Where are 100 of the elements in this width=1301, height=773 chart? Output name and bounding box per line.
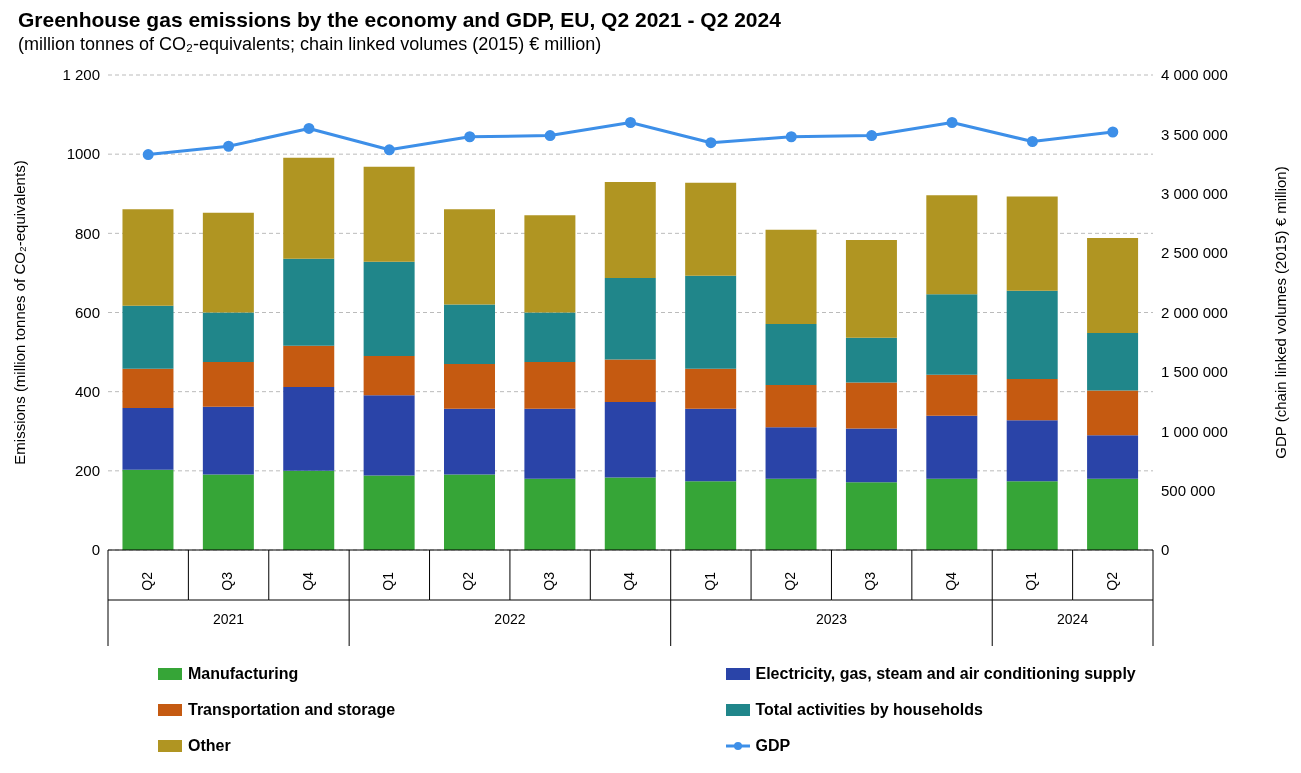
bar — [202, 312, 254, 362]
bar — [444, 474, 496, 550]
bar — [283, 345, 335, 387]
bar — [926, 195, 978, 295]
bar — [524, 361, 576, 409]
bar — [444, 209, 496, 305]
bar — [202, 474, 254, 550]
x-tick-label: Q2 — [1103, 571, 1120, 591]
y2-axis-title: GDP (chain linked volumes (2015) € million) — [1272, 166, 1290, 459]
text: 2022 — [494, 611, 526, 627]
x-tick-label: Q1 — [1023, 571, 1040, 591]
bar — [685, 368, 737, 409]
bar — [685, 182, 737, 276]
bar — [604, 401, 656, 478]
x-tick-label: Q3 — [540, 571, 557, 591]
bar — [845, 482, 897, 550]
bar — [604, 278, 656, 360]
bar — [363, 261, 415, 357]
y-tick-label: 1 200 — [62, 66, 100, 84]
bar — [765, 384, 817, 428]
bar — [283, 470, 335, 550]
x-tick-label: Q1 — [380, 571, 397, 591]
y-tick-label: 200 — [74, 462, 100, 480]
bar — [444, 304, 496, 364]
bar — [765, 478, 817, 550]
y2-tick-label: 4 000 000 — [1161, 66, 1228, 84]
y2-tick-label: 3 500 000 — [1161, 125, 1228, 143]
bar — [202, 361, 254, 407]
bar — [1087, 333, 1139, 391]
bar — [1006, 420, 1058, 482]
bar — [765, 323, 817, 385]
bar — [1087, 390, 1139, 436]
bar — [122, 469, 174, 550]
text: 2023 — [815, 611, 848, 627]
bar — [283, 386, 335, 471]
bar — [122, 407, 174, 470]
bar — [845, 337, 897, 383]
legend-label: Total activities by households — [755, 701, 983, 719]
bar — [283, 258, 335, 346]
y-axis-title: Emissions (million tonnes of CO₂-equivalents) — [11, 160, 29, 465]
bar — [524, 215, 576, 313]
x-tick-label: Q4 — [299, 571, 316, 591]
legend-label: Manufacturing — [188, 665, 299, 683]
bar — [685, 481, 737, 550]
bar — [926, 478, 978, 550]
bar — [604, 181, 656, 279]
y2-tick-label: 1 500 000 — [1161, 363, 1228, 381]
bar — [926, 374, 978, 416]
bar — [1006, 290, 1058, 379]
legend-label: Transportation and storage — [188, 701, 396, 719]
bar — [604, 477, 656, 550]
bar — [845, 382, 897, 429]
bar — [1006, 481, 1058, 550]
x-tick-label: Q4 — [621, 571, 638, 591]
bar — [202, 406, 254, 475]
x-tick-label: Q2 — [781, 571, 798, 591]
y-tick-label: 400 — [74, 382, 100, 400]
bar — [685, 275, 737, 369]
y-tick-label: 1000 — [66, 145, 100, 163]
legend-label: GDP — [755, 737, 791, 755]
y2-tick-label: 3 000 000 — [1161, 185, 1228, 203]
bar — [524, 312, 576, 362]
x-tick-label: Q3 — [862, 571, 879, 591]
chart-title: Greenhouse gas emissions by the economy and GDP, EU, Q2 2021 - Q2 2024 — [17, 8, 782, 32]
bar — [1087, 238, 1139, 334]
bar — [444, 363, 496, 409]
bar — [363, 356, 415, 396]
bar — [1006, 196, 1058, 291]
bar — [283, 157, 335, 259]
bar — [122, 209, 174, 306]
y2-tick-label: 0 — [1161, 541, 1170, 559]
bar — [1087, 478, 1139, 550]
bar — [122, 305, 174, 369]
bar — [685, 408, 737, 482]
y-tick-label: 0 — [91, 541, 100, 559]
bar — [444, 408, 496, 475]
bar — [765, 427, 817, 479]
bar — [1006, 379, 1058, 421]
x-tick-label: Q2 — [138, 571, 155, 591]
bar — [845, 428, 897, 483]
chart-subtitle: (million tonnes of CO₂-equivalents; chain linked volumes (2015) € million) — [17, 34, 603, 55]
bar — [202, 212, 254, 313]
x-tick-label: Q1 — [701, 571, 718, 591]
bar — [122, 368, 174, 408]
legend-label: Electricity, gas, steam and air conditioning supply — [755, 665, 1136, 683]
y2-tick-label: 1 000 000 — [1161, 422, 1228, 440]
bar — [363, 475, 415, 550]
legend-label: Other — [188, 737, 231, 755]
y2-tick-label: 2 500 000 — [1161, 244, 1228, 262]
x-tick-label: Q2 — [460, 571, 477, 591]
y-tick-label: 800 — [74, 224, 100, 242]
x-tick-label: Q4 — [942, 571, 959, 591]
bar — [845, 240, 897, 338]
bar — [604, 359, 656, 402]
bar — [363, 395, 415, 476]
bar — [926, 294, 978, 375]
bar — [1087, 435, 1139, 479]
bar — [524, 408, 576, 479]
y2-tick-label: 2 000 000 — [1161, 303, 1228, 321]
bar — [765, 229, 817, 324]
